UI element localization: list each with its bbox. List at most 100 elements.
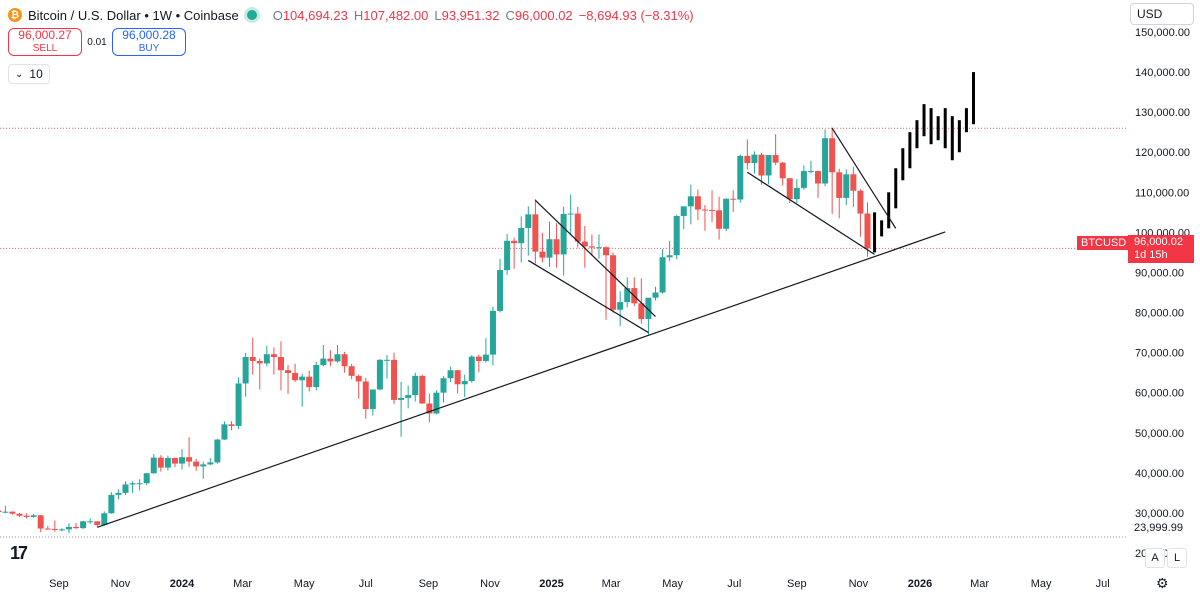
x-tick-label: Jul: [359, 578, 373, 590]
high-value: 107,482.00: [363, 7, 429, 23]
auto-scale-button[interactable]: A: [1145, 548, 1165, 568]
trade-panel: 96,000.27 SELL 0.01 96,000.28 BUY: [8, 28, 186, 56]
trendlines: [97, 127, 946, 528]
candle-body: [30, 515, 37, 517]
candle-body: [843, 174, 850, 198]
candle-body: [256, 361, 263, 364]
candle-body: [440, 378, 447, 393]
tradingview-logo[interactable]: 17: [10, 543, 28, 563]
candle-body: [94, 521, 101, 525]
candle-body: [645, 297, 652, 319]
last-price-value: 96,000.02: [1134, 236, 1183, 248]
candle-body: [362, 381, 369, 410]
indicator-count: 10: [29, 67, 43, 81]
x-tick-label: May: [1031, 578, 1052, 590]
candle-body: [348, 366, 355, 376]
y-tick-label: 80,000.00: [1135, 308, 1184, 320]
candle-body: [737, 155, 744, 200]
bar-countdown: 1d 15h: [1134, 249, 1168, 261]
candle-body: [511, 240, 518, 244]
candle-body: [772, 155, 779, 163]
candle-body: [285, 370, 292, 374]
low-label: L: [434, 7, 442, 23]
bitcoin-icon: ₿: [8, 8, 22, 22]
candle-body: [701, 209, 708, 211]
buy-button[interactable]: 96,000.28 BUY: [112, 28, 186, 56]
y-tick-label: 70,000.00: [1135, 348, 1184, 360]
candle-body: [497, 270, 504, 311]
candle-body: [758, 154, 765, 176]
candle-body: [164, 458, 171, 468]
settings-gear-icon[interactable]: ⚙: [1156, 575, 1169, 591]
candle-body: [405, 395, 412, 398]
candle-body: [687, 196, 694, 207]
x-tick-label: Jul: [727, 578, 741, 590]
currency-select[interactable]: USD: [1130, 3, 1194, 25]
candle-body: [270, 354, 277, 358]
x-tick-label: Mar: [233, 578, 252, 590]
candle-body: [186, 457, 193, 462]
candle-body: [744, 155, 751, 164]
symbol-title[interactable]: Bitcoin / U.S. Dollar • 1W • Coinbase: [28, 7, 239, 23]
candle-body: [419, 375, 426, 404]
high-label: H: [353, 7, 364, 23]
candle-body: [263, 354, 270, 364]
candle-body: [652, 292, 659, 298]
candle-body: [581, 241, 588, 247]
candle-body: [447, 370, 454, 379]
candle-body: [207, 462, 214, 465]
candle-body: [857, 190, 864, 214]
candle-body: [504, 240, 511, 271]
price-axis: 20,000.0030,000.0040,000.0050,000.0060,0…: [1135, 27, 1190, 560]
indicator-toggle[interactable]: ⌄ 10: [8, 64, 50, 84]
x-tick-label: Mar: [970, 578, 989, 590]
buy-label: BUY: [138, 43, 160, 54]
candlestick-series: [0, 127, 871, 534]
support-trendline: [97, 231, 946, 528]
candle-body: [574, 213, 581, 242]
sell-button[interactable]: 96,000.27 SELL: [8, 28, 82, 56]
candle-body: [673, 215, 680, 256]
candle-body: [807, 171, 814, 173]
candle-body: [235, 383, 242, 426]
candle-body: [864, 213, 871, 249]
candle-body: [730, 198, 737, 200]
candle-body: [638, 303, 645, 319]
x-tick-label: Nov: [111, 578, 131, 590]
low-value: 93,951.32: [441, 7, 500, 23]
candle-body: [292, 373, 299, 381]
candle-body: [765, 155, 772, 176]
candle-body: [709, 209, 716, 211]
candle-body: [193, 461, 200, 467]
candle-body: [306, 376, 313, 388]
candle-body: [588, 246, 595, 248]
candle-body: [610, 255, 617, 310]
candle-body: [242, 357, 249, 384]
candle-body: [560, 213, 567, 255]
candle-body: [603, 247, 610, 256]
x-tick-label: 2026: [908, 578, 932, 590]
candle-body: [320, 358, 327, 366]
candle-body: [617, 302, 624, 310]
x-tick-label: 2025: [539, 578, 563, 590]
candle-body: [129, 483, 136, 485]
candle-body: [595, 247, 602, 249]
horizontal-lines: [0, 127, 1126, 538]
market-status-icon[interactable]: [246, 10, 257, 20]
y-tick-label: 140,000.00: [1135, 67, 1190, 79]
candle-body: [751, 154, 758, 164]
candle-body: [369, 389, 376, 410]
log-scale-button[interactable]: L: [1167, 548, 1187, 568]
candle-body: [800, 171, 807, 188]
candle-body: [101, 513, 108, 525]
candle-body: [482, 354, 489, 362]
low-price-label: 23,999.99: [1128, 520, 1194, 536]
candle-body: [200, 464, 207, 467]
candle-body: [716, 210, 723, 229]
candle-body: [433, 392, 440, 414]
candle-body: [475, 356, 482, 362]
x-tick-label: 2024: [170, 578, 195, 590]
y-tick-label: 50,000.00: [1135, 428, 1184, 440]
wedge-2024-bottom: [527, 259, 649, 334]
